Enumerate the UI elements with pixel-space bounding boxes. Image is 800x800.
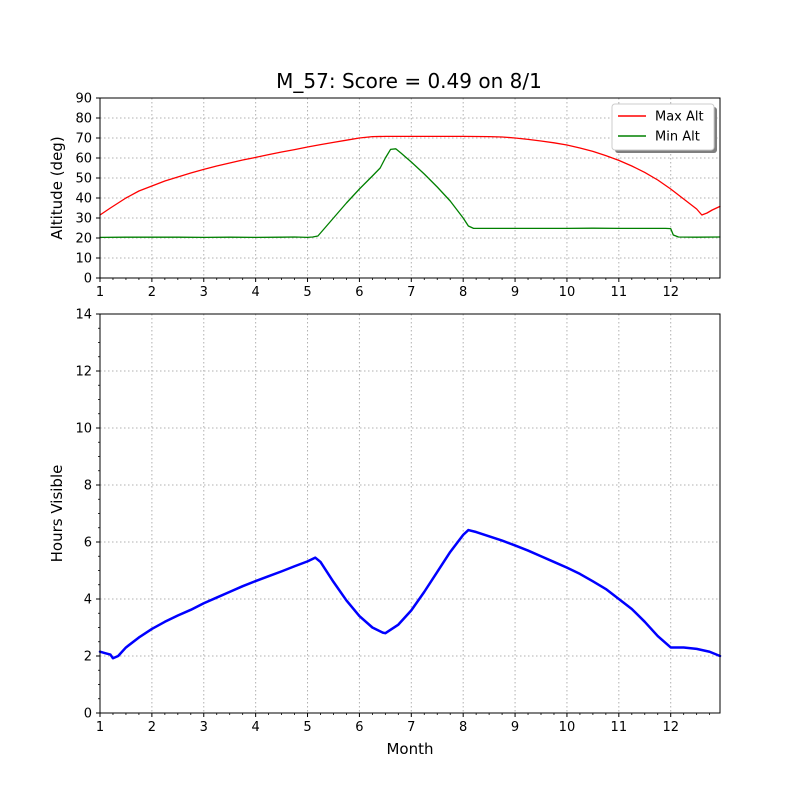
y-tick-label: 8 [84, 479, 92, 494]
x-tick-label: 3 [200, 720, 208, 735]
plot-frame [99, 97, 721, 279]
y-tick-label: 50 [75, 172, 92, 187]
legend-label: Min Alt [655, 130, 700, 145]
y-tick-label: 6 [84, 536, 92, 551]
x-tick-label: 4 [252, 285, 260, 300]
series-line-hours-visible [98, 528, 722, 660]
x-tick-label: 7 [407, 720, 415, 735]
x-tick-label: 12 [662, 285, 679, 300]
y-tick-label: 80 [75, 112, 92, 127]
plot-area [100, 314, 720, 713]
x-tick-label: 6 [355, 720, 363, 735]
x-tick-label: 9 [511, 720, 519, 735]
y-tick-label: 90 [75, 92, 92, 107]
y-tick-label: 0 [84, 272, 92, 287]
x-tick-label: 10 [559, 285, 576, 300]
x-tick-label: 11 [611, 720, 628, 735]
y-tick-label: 30 [75, 212, 92, 227]
y-tick-label: 10 [75, 422, 92, 437]
x-tick-label: 1 [96, 720, 104, 735]
x-tick-label: 2 [148, 285, 156, 300]
x-tick-label: 9 [511, 285, 519, 300]
x-tick-label: 11 [611, 285, 628, 300]
x-tick-label: 5 [303, 285, 311, 300]
x-tick-label: 4 [252, 720, 260, 735]
y-tick-label: 2 [84, 650, 92, 665]
x-tick-label: 12 [662, 720, 679, 735]
x-tick-label: 3 [200, 285, 208, 300]
x-tick-label: 7 [407, 285, 415, 300]
y-tick-label: 40 [75, 192, 92, 207]
x-tick-label: 1 [96, 285, 104, 300]
y-axis-label: Altitude (deg) [48, 136, 66, 239]
legend: Max Alt Min Alt [611, 103, 717, 153]
y-tick-label: 14 [75, 308, 92, 323]
x-tick-label: 8 [459, 720, 467, 735]
y-tick-label: 4 [84, 593, 92, 608]
x-tick-label: 10 [559, 720, 576, 735]
y-tick-label: 0 [84, 707, 92, 722]
series-line-min-alt [99, 148, 721, 239]
y-tick-label: 12 [75, 365, 92, 380]
altitude-panel: 1 2 3 4 5 6 7 8 9 10 11 120102030405060708090Altitu… [48, 92, 721, 300]
y-tick-label: 60 [75, 152, 92, 167]
y-tick-label: 70 [75, 132, 92, 147]
legend-label: Max Alt [655, 110, 704, 125]
x-tick-label: 2 [148, 720, 156, 735]
series-line-max-alt [99, 135, 721, 216]
chart-title: M_57: Score = 0.49 on 8/1 [276, 69, 542, 93]
x-tick-label: 8 [459, 285, 467, 300]
x-axis-label: Month [386, 740, 433, 758]
y-axis-label: Hours Visible [48, 465, 66, 563]
y-tick-label: 20 [75, 232, 92, 247]
y-tick-label: 10 [75, 252, 92, 267]
x-tick-label: 6 [355, 285, 363, 300]
x-tick-label: 5 [303, 720, 311, 735]
